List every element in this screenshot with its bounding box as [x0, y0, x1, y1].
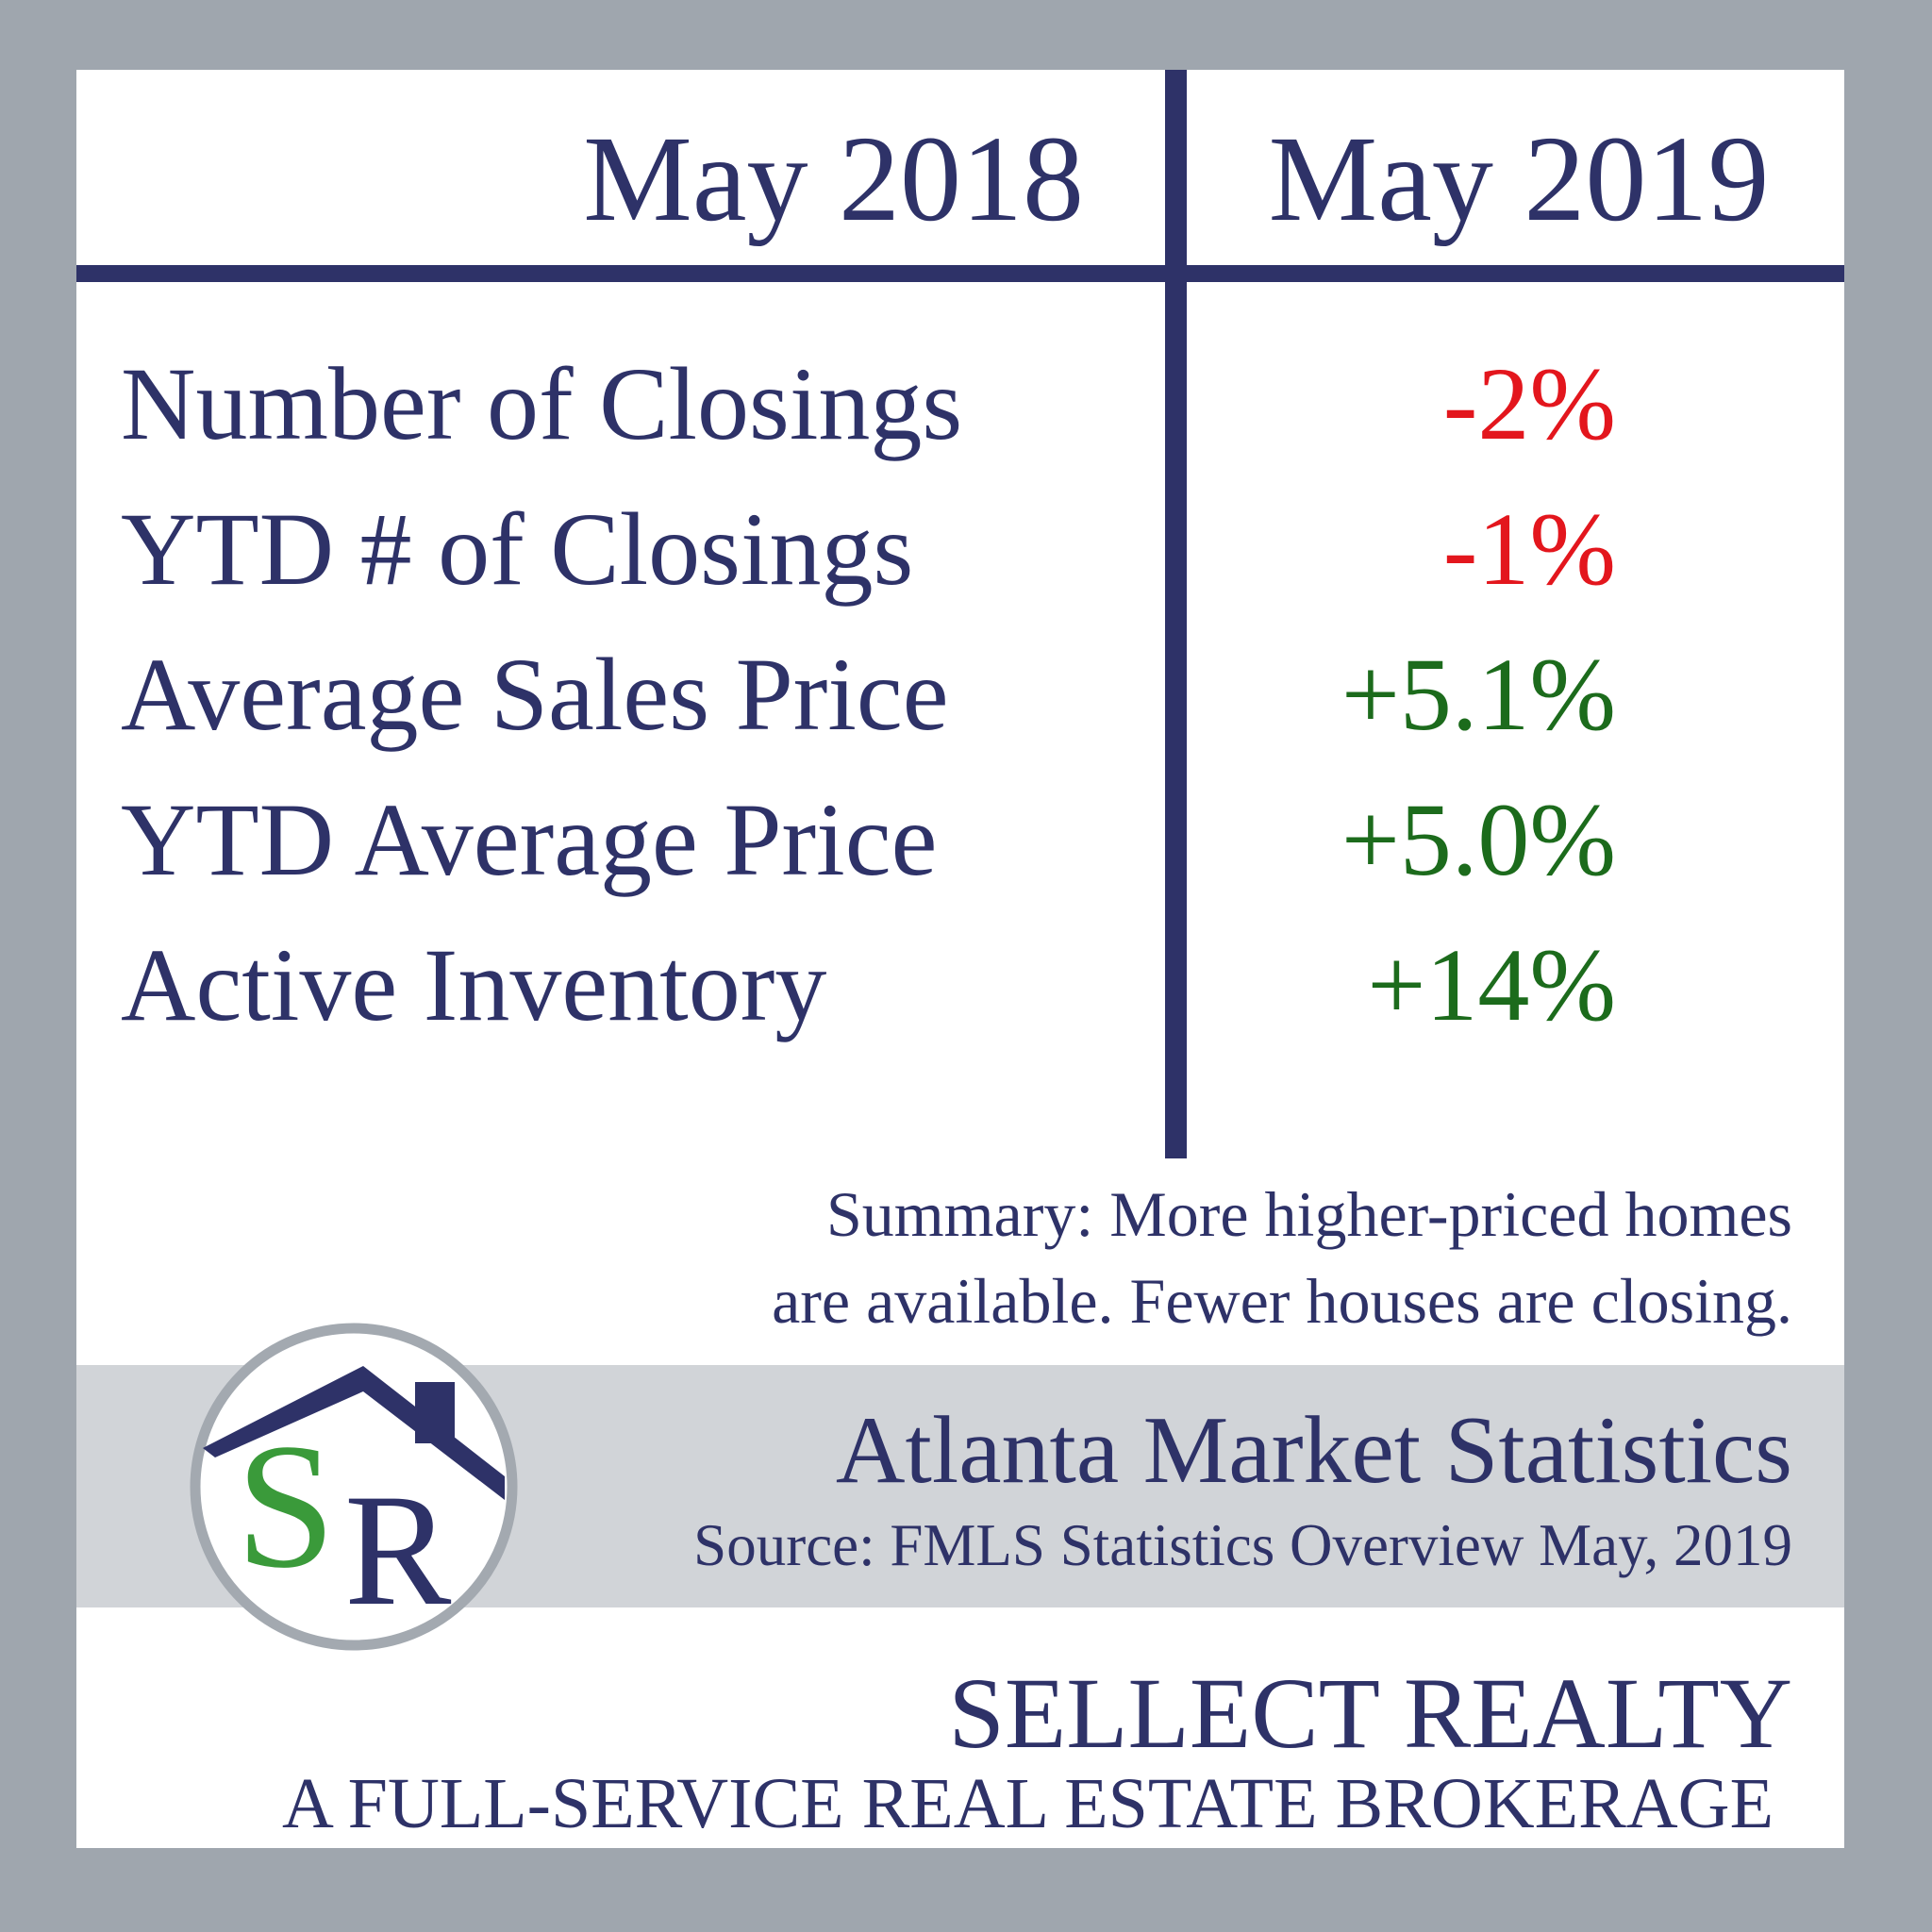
column-header: May 2018 — [583, 111, 1084, 247]
summary-line: Summary: More higher-priced homes — [826, 1178, 1792, 1250]
tagline: A FULL-SERVICE REAL ESTATE BROKERAGE — [282, 1764, 1774, 1843]
stat-rows: Number of Closings -2% YTD # of Closings -1… — [121, 346, 1616, 1042]
banner-title: Atlanta Market Statistics — [836, 1397, 1792, 1504]
row-change: +5.0% — [1341, 782, 1616, 897]
column-divider — [1165, 70, 1187, 1158]
logo-initial: S — [236, 1407, 336, 1606]
row-label: Active Inventory — [121, 927, 826, 1042]
logo-initial: R — [344, 1461, 452, 1639]
logo-chimney — [415, 1382, 455, 1443]
row-label: Average Sales Price — [121, 637, 949, 752]
banner-source: Source: FMLS Statistics Overview May, 20… — [693, 1512, 1792, 1578]
header-rule — [76, 265, 1844, 282]
row-label: YTD Average Price — [121, 782, 937, 897]
logo: S R — [190, 1323, 518, 1651]
row-change: +14% — [1367, 927, 1616, 1042]
row-label: Number of Closings — [121, 346, 962, 461]
row-change: +5.1% — [1341, 637, 1616, 752]
row-label: YTD # of Closings — [121, 491, 913, 607]
company-name: SELLECT REALTY — [948, 1658, 1792, 1770]
row-change: -1% — [1443, 491, 1616, 607]
column-header: May 2019 — [1269, 111, 1770, 247]
row-change: -2% — [1443, 346, 1616, 461]
summary-line: are available. Fewer houses are closing. — [772, 1265, 1792, 1337]
